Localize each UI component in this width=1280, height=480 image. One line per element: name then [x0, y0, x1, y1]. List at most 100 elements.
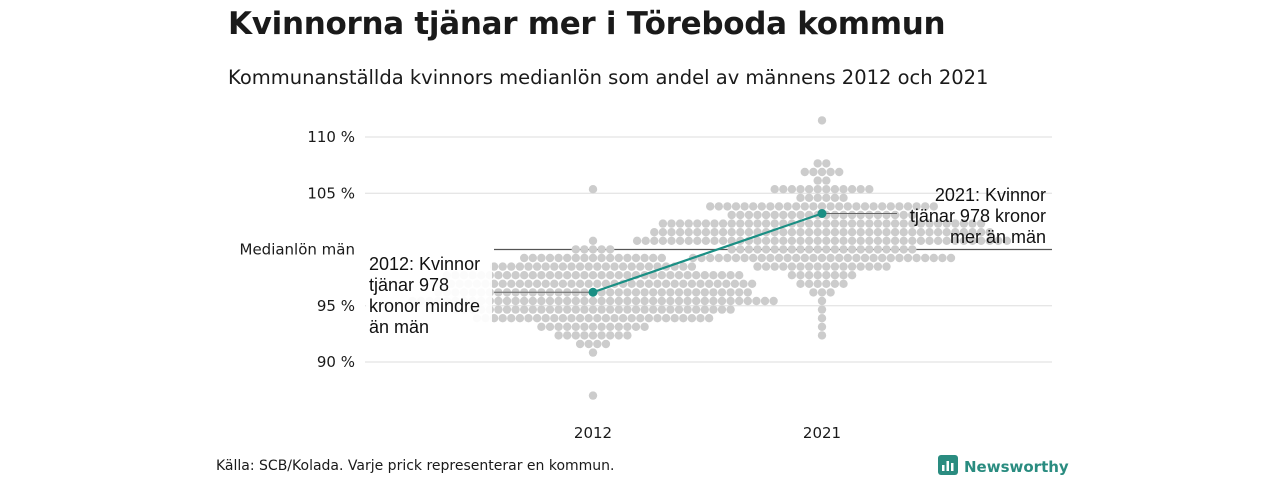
- dot-2012: [644, 314, 654, 323]
- dot-2021: [804, 219, 814, 228]
- dot-2021: [839, 193, 848, 202]
- dot-2021: [727, 228, 736, 237]
- dot-2012: [528, 253, 537, 263]
- dot-2012: [588, 236, 598, 245]
- dot-2021: [706, 253, 715, 263]
- dot-2021: [873, 210, 883, 220]
- dot-2021: [959, 236, 969, 245]
- dot-2012: [700, 296, 709, 306]
- dot-2021: [809, 253, 818, 263]
- dot-2012: [532, 262, 542, 271]
- dot-2012: [606, 288, 615, 297]
- dot-2021: [929, 253, 938, 263]
- dot-2021: [693, 219, 702, 228]
- dot-2012: [610, 262, 619, 271]
- dot-2012: [524, 262, 533, 271]
- dot-2021: [830, 271, 840, 280]
- dot-2012: [627, 262, 636, 271]
- dot-2021: [839, 219, 848, 228]
- dot-2021: [792, 253, 801, 263]
- dot-2021: [684, 236, 693, 245]
- dot-2021: [903, 202, 913, 211]
- brand-logo[interactable]: Newsworthy: [938, 455, 1069, 479]
- dot-2021: [976, 236, 986, 245]
- dot-2021: [835, 253, 844, 263]
- dot-2021: [817, 296, 827, 306]
- dot-2012: [584, 314, 593, 323]
- dot-2021: [684, 228, 693, 237]
- dot-2021: [813, 262, 822, 271]
- dot-2021: [770, 219, 779, 228]
- dot-2012: [687, 262, 697, 271]
- dot-2012: [623, 322, 632, 331]
- dot-2012: [606, 253, 615, 263]
- dot-2012: [623, 296, 632, 306]
- dot-2012: [567, 279, 576, 288]
- dot-2021: [925, 236, 934, 245]
- dot-2021: [804, 185, 814, 194]
- dot-2012: [601, 339, 611, 349]
- dot-2021: [817, 331, 827, 340]
- dot-2012: [623, 271, 632, 280]
- dot-2012: [597, 253, 606, 263]
- dot-2012: [696, 314, 705, 323]
- dot-2021: [817, 202, 827, 211]
- dot-2012: [649, 296, 658, 306]
- dot-2021: [710, 228, 719, 237]
- dot-2012: [567, 314, 576, 323]
- dot-2021: [693, 236, 702, 245]
- dot-2021: [796, 185, 805, 194]
- dot-2021: [951, 236, 960, 245]
- dot-2021: [800, 202, 809, 211]
- dot-2021: [839, 236, 848, 245]
- dot-2012: [524, 279, 533, 288]
- dot-2012: [610, 314, 619, 323]
- dot-2012: [666, 288, 675, 297]
- dot-2012: [580, 305, 589, 314]
- dot-2021: [852, 253, 861, 263]
- dot-2012: [520, 296, 529, 306]
- dot-2021: [658, 236, 668, 245]
- dot-2021: [882, 262, 891, 271]
- newsworthy-logo-icon: [938, 455, 958, 479]
- highlight-point-2012: [588, 287, 598, 297]
- dot-2021: [736, 245, 745, 254]
- dot-2021: [830, 228, 840, 237]
- dot-2012: [558, 314, 568, 323]
- dot-2021: [865, 185, 874, 194]
- dot-2021: [839, 228, 848, 237]
- highlight-series: [588, 209, 827, 297]
- dot-2021: [796, 245, 805, 254]
- dot-2012: [657, 288, 666, 297]
- dot-2021: [839, 279, 848, 288]
- dot-2021: [787, 210, 797, 220]
- dot-2012: [631, 288, 641, 297]
- dot-2012: [606, 296, 615, 306]
- dot-2012: [700, 288, 709, 297]
- dot-2012: [623, 305, 632, 314]
- dot-2021: [736, 219, 745, 228]
- dot-2021: [835, 167, 844, 177]
- dot-2021: [817, 314, 827, 323]
- dot-2012: [498, 279, 507, 288]
- annotations: 2012: Kvinnor tjänar 978 kronor mindre än m…: [366, 185, 1046, 338]
- dot-2021: [813, 159, 822, 168]
- dot-2021: [908, 219, 917, 228]
- dot-2021: [951, 228, 960, 237]
- dot-2021: [882, 228, 891, 237]
- dot-2021: [714, 253, 723, 263]
- dot-2012: [520, 253, 529, 263]
- dot-2021: [813, 185, 822, 194]
- dot-2012: [580, 271, 589, 280]
- dot-2021: [890, 245, 900, 254]
- dot-2012: [760, 296, 770, 306]
- dot-2012: [554, 271, 563, 280]
- dot-2021: [787, 245, 797, 254]
- annotation-2021-line: mer än män: [950, 227, 1046, 247]
- dot-2012: [722, 279, 731, 288]
- dot-2021: [787, 185, 797, 194]
- dot-2021: [878, 202, 887, 211]
- dot-2012: [692, 288, 701, 297]
- dot-2021: [847, 236, 857, 245]
- y-tick-label: 95 %: [317, 297, 355, 315]
